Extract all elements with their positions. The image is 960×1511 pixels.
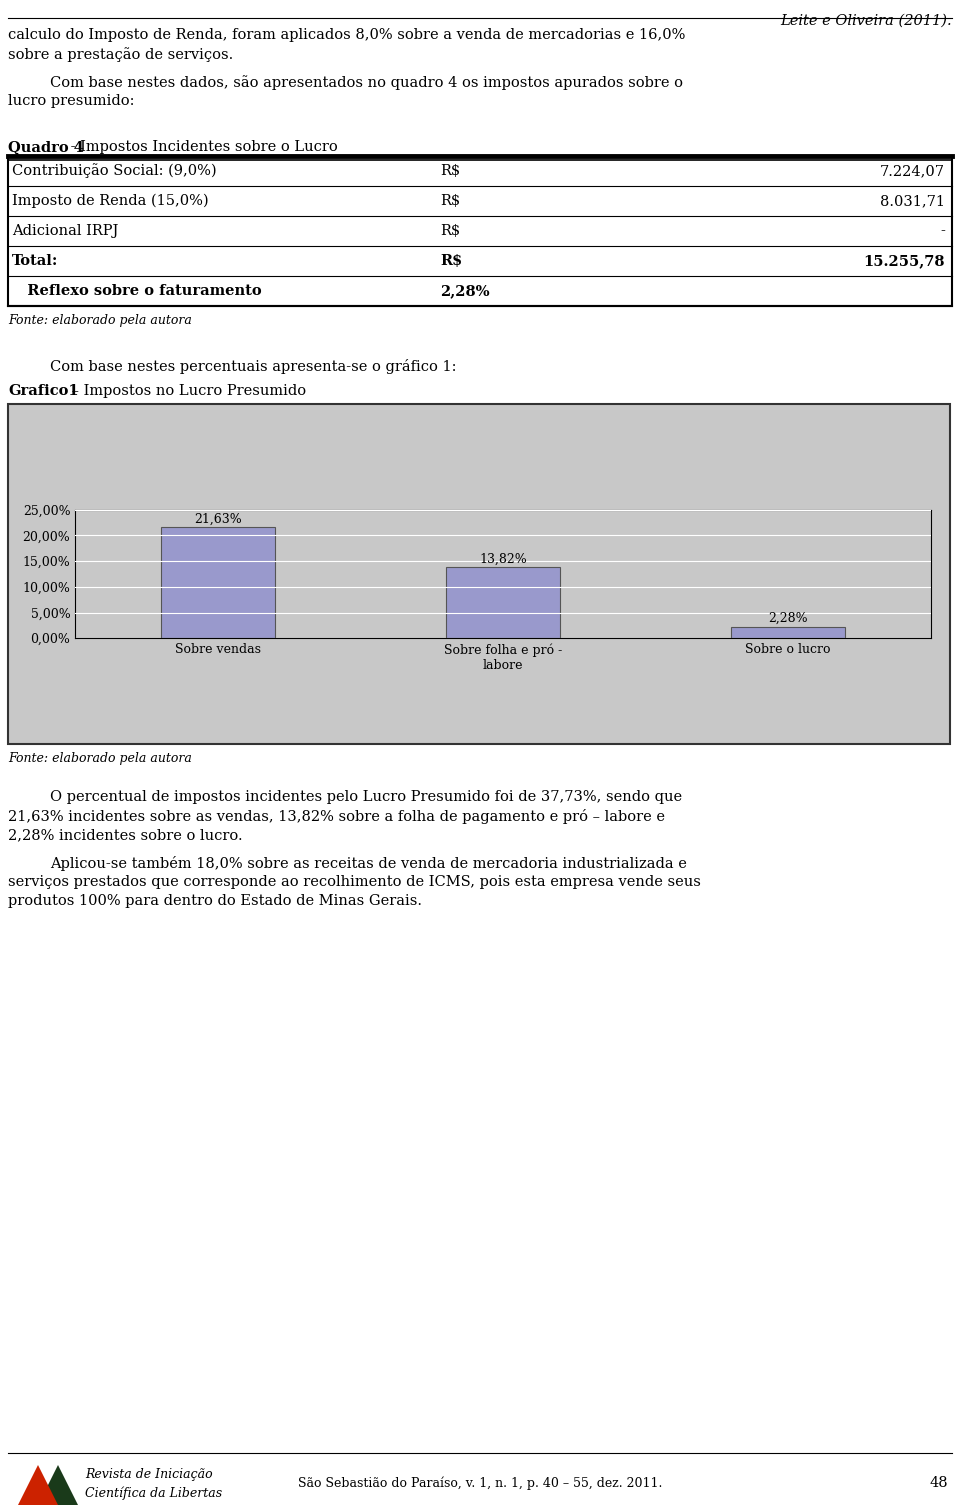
Text: calculo do Imposto de Renda, foram aplicados 8,0% sobre a venda de mercadorias e: calculo do Imposto de Renda, foram aplic… [8,29,685,42]
Text: Aplicou-se também 18,0% sobre as receitas de venda de mercadoria industrializada: Aplicou-se também 18,0% sobre as receita… [50,857,686,870]
Polygon shape [38,1466,78,1505]
Text: Grafico1: Grafico1 [8,384,79,397]
Bar [8,156,952,307]
Text: - Impostos Incidentes sobre o Lucro: - Impostos Incidentes sobre o Lucro [66,141,338,154]
Text: -: - [940,224,945,239]
Polygon shape [18,1466,58,1505]
Text: Leite e Oliveira (2011).: Leite e Oliveira (2011). [780,14,952,29]
Text: produtos 100% para dentro do Estado de Minas Gerais.: produtos 100% para dentro do Estado de M… [8,895,422,908]
Bar [8,403,950,743]
Text: 15.255,78: 15.255,78 [863,254,945,267]
Text: Científica da Libertas: Científica da Libertas [85,1485,222,1499]
Text: R$: R$ [440,165,460,178]
Bar [732,627,845,638]
Text: Imposto de Renda (15,0%): Imposto de Renda (15,0%) [12,193,208,209]
Text: lucro presumido:: lucro presumido: [8,94,134,107]
Text: Quadro 4: Quadro 4 [8,141,84,154]
Text: Com base nestes percentuais apresenta-se o gráfico 1:: Com base nestes percentuais apresenta-se… [50,360,457,375]
Text: Fonte: elaborado pela autora: Fonte: elaborado pela autora [8,314,192,326]
Text: O percentual de impostos incidentes pelo Lucro Presumido foi de 37,73%, sendo qu: O percentual de impostos incidentes pelo… [50,790,683,804]
Text: 21,63% incidentes sobre as vendas, 13,82% sobre a folha de pagamento e pró – lab: 21,63% incidentes sobre as vendas, 13,82… [8,808,665,823]
Text: 7.224,07: 7.224,07 [880,165,945,178]
Text: 21,63%: 21,63% [194,512,242,526]
Text: R$: R$ [440,224,460,239]
Text: sobre a prestação de serviços.: sobre a prestação de serviços. [8,47,233,62]
Text: – Impostos no Lucro Presumido: – Impostos no Lucro Presumido [67,384,306,397]
Text: Adicional IRPJ: Adicional IRPJ [12,224,118,239]
Text: Com base nestes dados, são apresentados no quadro 4 os impostos apurados sobre o: Com base nestes dados, são apresentados … [50,76,683,89]
Text: 2,28% incidentes sobre o lucro.: 2,28% incidentes sobre o lucro. [8,828,243,842]
Text: R$: R$ [440,254,463,267]
Bar [446,567,560,638]
Text: Reflexo sobre o faturamento: Reflexo sobre o faturamento [12,284,262,298]
Text: São Sebastião do Paraíso, v. 1, n. 1, p. 40 – 55, dez. 2011.: São Sebastião do Paraíso, v. 1, n. 1, p.… [298,1476,662,1490]
Text: Total:: Total: [12,254,59,267]
Text: 2,28%: 2,28% [440,284,490,298]
Text: serviços prestados que corresponde ao recolhimento de ICMS, pois esta empresa ve: serviços prestados que corresponde ao re… [8,875,701,888]
Text: 8.031,71: 8.031,71 [880,193,945,209]
Text: 2,28%: 2,28% [768,612,808,626]
Bar [160,527,275,638]
Text: Revista de Iniciação: Revista de Iniciação [85,1469,212,1481]
Text: R$: R$ [440,193,460,209]
Text: Fonte: elaborado pela autora: Fonte: elaborado pela autora [8,752,192,765]
Text: 48: 48 [929,1476,948,1490]
Text: Contribuição Social: (9,0%): Contribuição Social: (9,0%) [12,163,217,178]
Text: 13,82%: 13,82% [479,553,527,565]
